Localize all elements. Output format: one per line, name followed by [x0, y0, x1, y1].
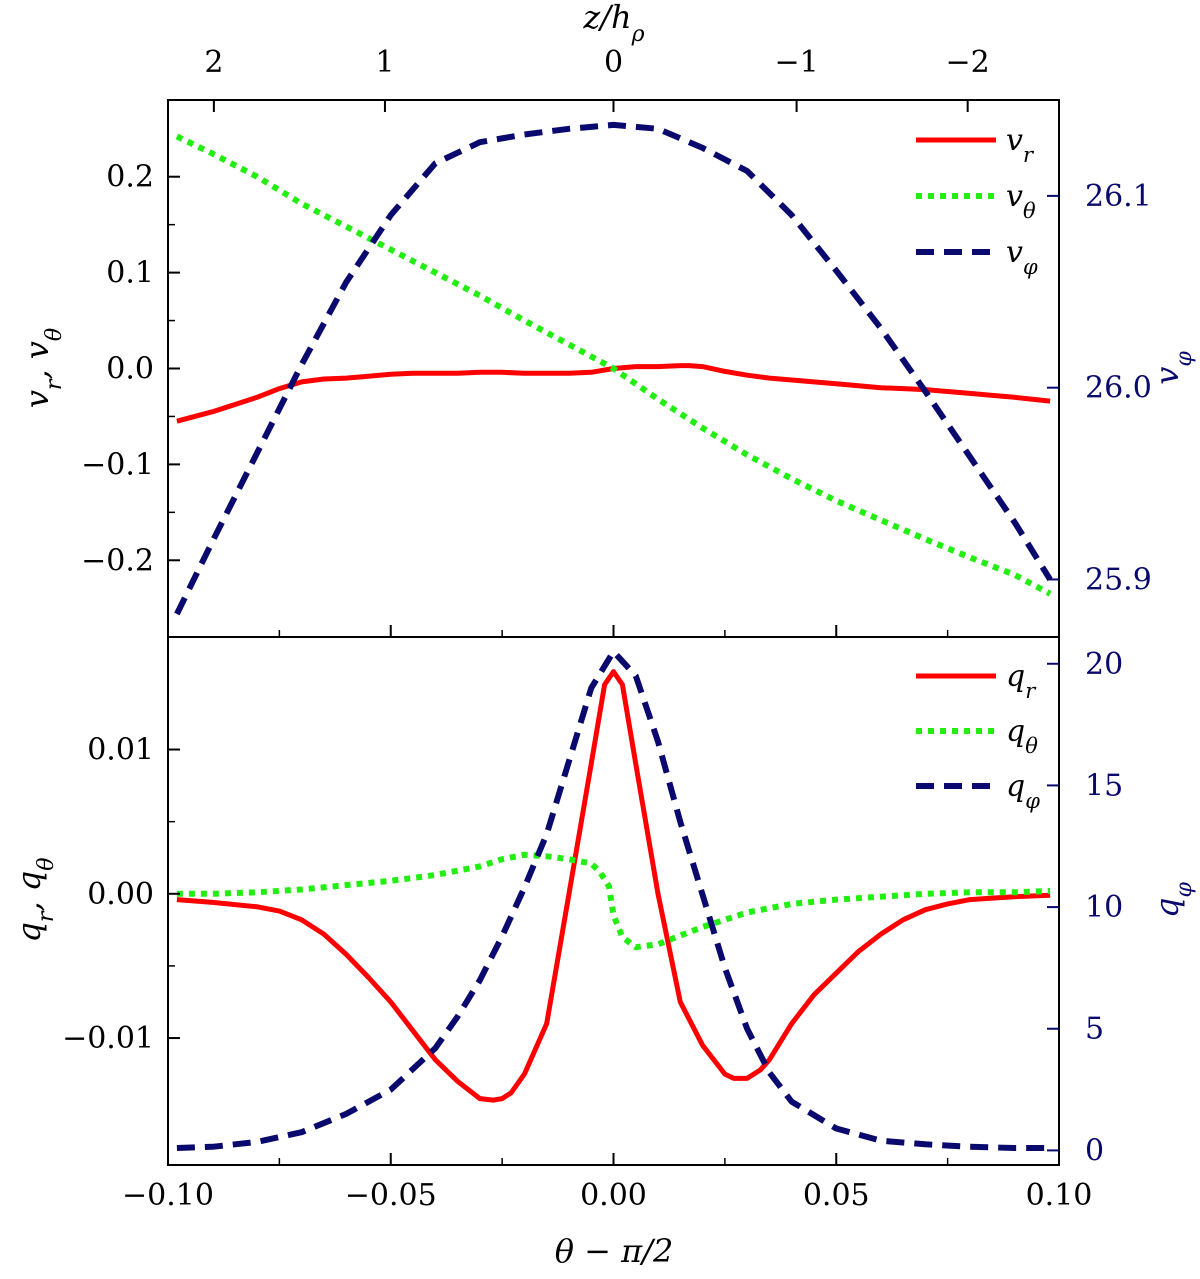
top-right-ylabel: vφ	[1148, 351, 1197, 385]
left-ytick-label-0-4: 0.2	[106, 160, 154, 195]
bottom-panel-frame	[167, 636, 1060, 1166]
right-ytick-label-1-2: 10	[1085, 890, 1123, 925]
xtick-label-3: 0.05	[803, 1178, 870, 1213]
series-line-0-2	[174, 121, 1053, 616]
bottom-panel: −0.01 0.00 0.01 0 5 10 15 20 −0.10 −0.05 0.00 0.05 0…	[10, 636, 1197, 1270]
top-panel: −0.2 −0.1 0.0 0.1 0.2 25.9 26.0 26.1 2 1 0 −1 −2 z/h…	[18, 0, 1197, 638]
bottom-xlabel: θ − π/2	[555, 1232, 674, 1270]
left-ytick-label-0-2: 0.0	[106, 352, 154, 387]
bottom-panel-lines	[176, 648, 1051, 1151]
xtick-label-2: 0.00	[580, 1178, 647, 1213]
bottom-legend: qr qθ qφ	[916, 659, 1040, 813]
series-line-1-1	[176, 851, 1051, 951]
left-ytick-label-0-3: 0.1	[106, 256, 154, 291]
top-tick-label-1: 1	[375, 45, 394, 80]
legend-label-q-theta: qθ	[1006, 714, 1038, 758]
top-panel-ticks: −0.2 −0.1 0.0 0.1 0.2 25.9 26.0 26.1 2 1 0 −1 −2	[81, 45, 1152, 637]
series-line-1-0	[176, 669, 1051, 1103]
legend-label-q-r: qr	[1006, 659, 1037, 703]
top-left-ylabel: vr, vθ	[18, 328, 67, 408]
top-tick-label-0: 2	[204, 45, 223, 80]
legend-label-q-phi: qφ	[1006, 769, 1040, 813]
left-ytick-label-0-1: −0.1	[81, 447, 154, 482]
top-tick-label-3: −1	[774, 45, 818, 80]
right-ytick-label-0-0: 25.9	[1085, 562, 1152, 597]
right-ytick-label-0-2: 26.1	[1085, 179, 1152, 214]
top-tick-label-2: 0	[604, 45, 623, 80]
right-ytick-label-1-4: 20	[1085, 647, 1123, 682]
left-ytick-label-0-0: −0.2	[81, 543, 154, 578]
right-ytick-label-1-0: 0	[1085, 1133, 1104, 1168]
top-panel-lines	[174, 121, 1053, 616]
right-ytick-label-1-1: 5	[1085, 1012, 1104, 1047]
left-ytick-label-1-1: 0.00	[87, 877, 154, 912]
top-legend: vr vθ vφ	[916, 123, 1038, 279]
right-ytick-label-1-3: 15	[1085, 768, 1123, 803]
top-axis-label: z/hρ	[582, 0, 644, 47]
top-tick-label-4: −2	[946, 45, 990, 80]
left-ytick-label-1-2: 0.01	[87, 733, 154, 768]
bottom-panel-ticks: −0.01 0.00 0.01 0 5 10 15 20 −0.10 −0.05 0.00 0.05 0…	[62, 647, 1123, 1213]
bottom-right-ylabel: qφ	[1148, 881, 1197, 917]
left-ytick-label-1-0: −0.01	[62, 1021, 154, 1056]
series-line-0-0	[176, 363, 1051, 424]
series-line-0-1	[175, 133, 1052, 597]
xtick-label-4: 0.10	[1026, 1178, 1093, 1213]
bottom-left-ylabel: qr, qθ	[10, 857, 59, 942]
xtick-label-1: −0.05	[345, 1178, 437, 1213]
legend-label-v-phi: vφ	[1006, 235, 1038, 279]
right-ytick-label-0-1: 26.0	[1085, 371, 1152, 406]
xtick-label-0: −0.10	[122, 1178, 214, 1213]
legend-label-v-r: vr	[1006, 123, 1035, 167]
legend-label-v-theta: vθ	[1006, 179, 1036, 223]
series-line-1-2	[176, 648, 1051, 1151]
